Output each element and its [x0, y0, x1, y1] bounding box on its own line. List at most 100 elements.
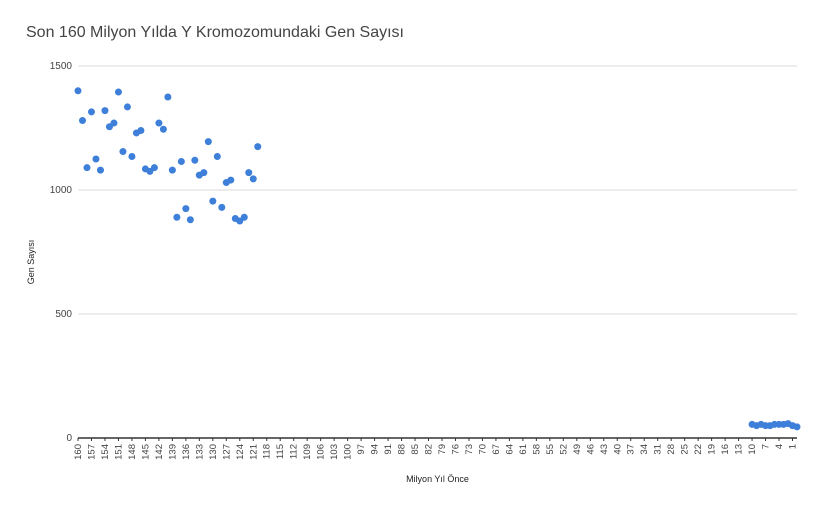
- chart-title: Son 160 Milyon Yılda Y Kromozomundaki Ge…: [26, 24, 404, 41]
- data-point: [182, 205, 190, 213]
- x-tick-label: 76: [450, 444, 461, 455]
- data-point: [227, 176, 235, 184]
- data-point: [110, 119, 118, 127]
- data-point: [123, 103, 131, 111]
- x-tick-label: 25: [680, 444, 691, 455]
- x-tick-label: 67: [491, 444, 502, 455]
- x-tick-label: 19: [707, 444, 718, 455]
- data-point: [168, 166, 176, 174]
- x-tick-label: 70: [477, 444, 488, 455]
- x-tick-label: 97: [356, 444, 367, 455]
- data-point: [218, 203, 226, 211]
- x-tick-label: 85: [410, 444, 421, 455]
- x-tick-label: 82: [424, 444, 435, 455]
- x-tick-label: 139: [167, 444, 178, 460]
- x-tick-label: 10: [747, 444, 758, 455]
- x-tick-label: 34: [639, 444, 650, 455]
- data-point: [164, 93, 172, 101]
- x-tick-label: 43: [599, 444, 610, 455]
- x-tick-label: 124: [235, 444, 246, 460]
- data-point: [213, 153, 221, 161]
- data-point: [200, 169, 208, 177]
- x-tick-label: 7: [761, 444, 772, 449]
- x-tick-label: 16: [720, 444, 731, 455]
- x-tick-label: 121: [248, 444, 259, 460]
- x-tick-label: 106: [316, 444, 327, 460]
- x-tick-label: 40: [612, 444, 623, 455]
- data-point: [128, 153, 136, 161]
- data-point: [92, 155, 100, 163]
- y-axis-title: Gen Sayısı: [26, 240, 36, 285]
- y-tick-label: 1500: [50, 61, 73, 72]
- data-point: [177, 157, 185, 165]
- data-point: [96, 166, 104, 174]
- x-tick-label: 91: [383, 444, 394, 455]
- data-point: [204, 138, 212, 146]
- x-tick-label: 160: [73, 444, 84, 460]
- y-tick-label: 500: [55, 309, 72, 320]
- x-tick-label: 136: [181, 444, 192, 460]
- x-tick-label: 1: [788, 444, 799, 449]
- x-tick-label: 49: [572, 444, 583, 455]
- y-tick-label: 0: [66, 433, 72, 444]
- data-point: [245, 169, 253, 177]
- x-tick-label: 112: [289, 444, 300, 459]
- x-tick-label: 13: [734, 444, 745, 455]
- x-tick-label: 88: [397, 444, 408, 455]
- data-point: [249, 175, 257, 183]
- data-point: [240, 213, 248, 221]
- data-point: [254, 143, 262, 151]
- x-tick-label: 115: [275, 444, 286, 459]
- data-point: [159, 125, 167, 133]
- x-tick-label: 127: [221, 444, 232, 460]
- data-point: [173, 213, 181, 221]
- x-tick-label: 133: [194, 444, 205, 460]
- x-tick-label: 31: [653, 444, 664, 455]
- data-point: [74, 87, 82, 95]
- data-point: [83, 164, 91, 172]
- data-points: [74, 87, 801, 431]
- x-tick-label: 4: [774, 444, 785, 449]
- x-tick-label: 94: [370, 444, 381, 455]
- x-tick-label: 37: [626, 444, 637, 455]
- x-tick-label: 154: [100, 444, 111, 460]
- data-point: [87, 108, 95, 116]
- data-point: [186, 216, 194, 224]
- x-tick-label: 73: [464, 444, 475, 455]
- x-tick-label: 151: [113, 444, 124, 460]
- grid-lines: [78, 65, 797, 315]
- data-point: [191, 156, 199, 164]
- x-tick-label: 55: [545, 444, 556, 455]
- data-point: [155, 119, 163, 127]
- data-point: [119, 148, 127, 156]
- x-tick-label: 103: [329, 444, 340, 460]
- data-point: [78, 117, 86, 125]
- x-tick-label: 64: [504, 444, 515, 455]
- x-tick-label: 109: [302, 444, 313, 460]
- x-tick-label: 79: [437, 444, 448, 455]
- x-tick-label: 100: [343, 444, 354, 460]
- x-tick-label: 58: [531, 444, 542, 455]
- x-axis-ticks: 160 157 154 151 148 145 142 139 136 133 130 127 124 1…: [73, 438, 799, 460]
- x-tick-label: 118: [262, 444, 273, 459]
- x-tick-label: 148: [127, 444, 138, 460]
- data-point: [209, 197, 217, 205]
- data-point: [793, 423, 801, 431]
- x-tick-label: 61: [518, 444, 529, 455]
- x-tick-label: 28: [666, 444, 677, 455]
- x-tick-label: 142: [154, 444, 165, 460]
- data-point: [137, 126, 145, 134]
- y-tick-label: 1000: [50, 185, 73, 196]
- x-tick-label: 145: [140, 444, 151, 460]
- x-tick-label: 46: [585, 444, 596, 455]
- x-tick-label: 22: [693, 444, 704, 455]
- x-tick-label: 130: [208, 444, 219, 460]
- data-point: [114, 88, 122, 96]
- x-tick-label: 52: [558, 444, 569, 455]
- y-axis-ticks: 0 500 1000 1500: [50, 61, 73, 444]
- data-point: [150, 164, 158, 172]
- x-axis-title: Milyon Yıl Önce: [406, 474, 469, 484]
- data-point: [101, 107, 109, 115]
